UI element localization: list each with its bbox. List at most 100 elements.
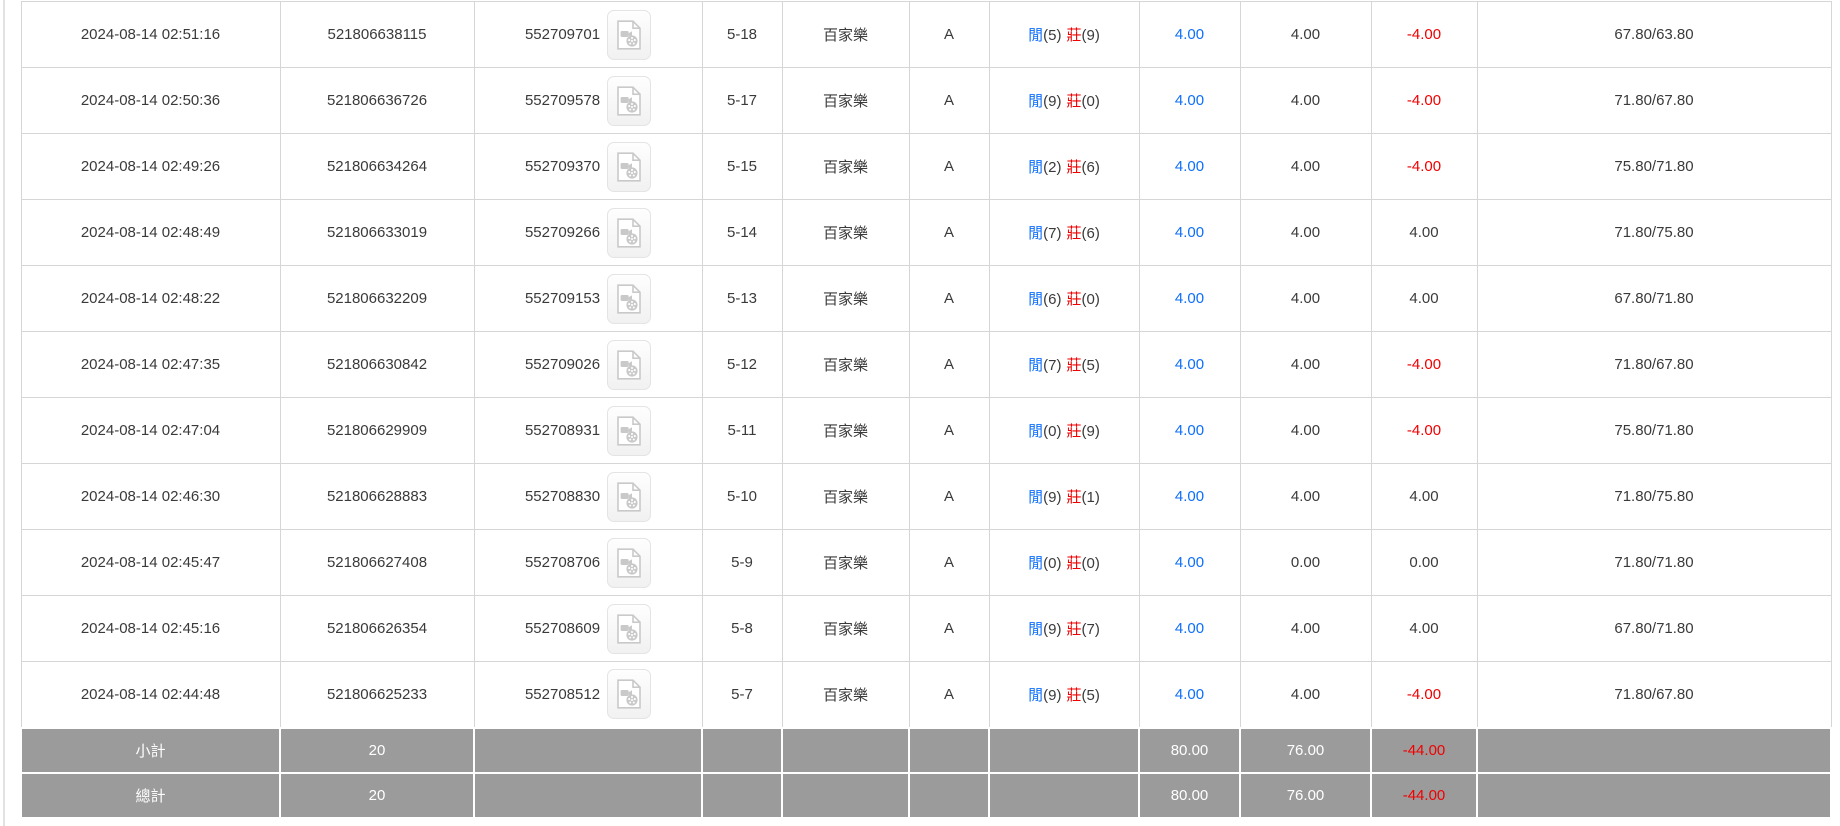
bet-amount-link[interactable]: 4.00 <box>1174 224 1205 241</box>
table-round: 5-18 <box>701 1 783 68</box>
bet-amount-link[interactable]: 4.00 <box>1174 620 1205 637</box>
round-id-cell: 552708609 <box>473 595 703 662</box>
round-id: 552709153 <box>524 290 601 307</box>
banker-score: (0) <box>1081 291 1100 308</box>
banker-label: 莊 <box>1066 423 1082 440</box>
video-replay-button[interactable] <box>607 207 652 258</box>
bet-amount-link[interactable]: 4.00 <box>1174 356 1205 373</box>
bet-time: 2024-08-14 02:45:16 <box>20 595 281 662</box>
video-replay-button[interactable] <box>607 339 652 390</box>
win-loss: -4.00 <box>1370 661 1478 728</box>
bet-amount-cell: 4.00 <box>1138 67 1241 134</box>
banker-label: 莊 <box>1066 159 1082 176</box>
total-empty-cell <box>988 771 1140 819</box>
win-loss: 0.00 <box>1370 529 1478 596</box>
bet-amount-link[interactable]: 4.00 <box>1174 422 1205 439</box>
bet-amount-link[interactable]: 4.00 <box>1174 554 1205 571</box>
total-win-loss: -44.00 <box>1370 771 1478 819</box>
video-file-icon <box>617 415 641 446</box>
table-round: 5-8 <box>701 595 783 662</box>
banker-label: 莊 <box>1066 686 1082 704</box>
table-round: 5-10 <box>701 463 783 530</box>
round-id: 552708609 <box>524 620 601 637</box>
subtotal-valid-amount: 76.00 <box>1239 726 1372 774</box>
video-file-icon <box>617 547 641 578</box>
valid-amount: 4.00 <box>1239 397 1372 464</box>
round-id-cell: 552708830 <box>473 463 703 530</box>
round-id: 552709578 <box>524 92 601 109</box>
game-result: 閒(0) 莊(9) <box>988 397 1140 464</box>
game-result: 閒(9) 莊(7) <box>988 595 1140 662</box>
banker-score: (9) <box>1081 423 1100 440</box>
bet-amount-link[interactable]: 4.00 <box>1174 290 1205 307</box>
shoe-label: A <box>908 397 990 464</box>
banker-label: 莊 <box>1066 489 1082 506</box>
bet-amount-link[interactable]: 4.00 <box>1174 685 1205 703</box>
game-result: 閒(9) 莊(5) <box>988 661 1140 728</box>
bet-amount-link[interactable]: 4.00 <box>1174 488 1205 505</box>
bet-time: 2024-08-14 02:48:49 <box>20 199 281 266</box>
balance: 71.80/75.80 <box>1476 199 1832 266</box>
bet-record-row: 2024-08-14 02:49:26 521806634264 5527093… <box>20 133 1832 200</box>
win-loss: 4.00 <box>1370 265 1478 332</box>
table-round: 5-7 <box>701 661 783 728</box>
video-replay-button[interactable] <box>607 471 652 522</box>
video-replay-button[interactable] <box>607 75 652 126</box>
win-loss: 4.00 <box>1370 199 1478 266</box>
player-score: (6) <box>1043 291 1062 308</box>
bet-amount-cell: 4.00 <box>1138 463 1241 530</box>
bet-record-row: 2024-08-14 02:45:47 521806627408 5527087… <box>20 529 1832 596</box>
round-id: 552708830 <box>524 488 601 505</box>
video-replay-button[interactable] <box>607 273 652 324</box>
round-id-cell: 552708512 <box>473 661 703 728</box>
video-replay-button[interactable] <box>607 405 652 456</box>
round-id-cell: 552708931 <box>473 397 703 464</box>
video-replay-button[interactable] <box>607 603 652 654</box>
total-bet-amount: 80.00 <box>1138 771 1241 819</box>
game-type: 百家樂 <box>781 1 910 68</box>
total-empty-cell <box>701 771 783 819</box>
video-replay-button[interactable] <box>607 537 652 588</box>
bet-time: 2024-08-14 02:45:47 <box>20 529 281 596</box>
bet-record-row: 2024-08-14 02:51:16 521806638115 5527097… <box>20 1 1832 68</box>
subtotal-empty-cell <box>473 726 703 774</box>
subtotal-count: 20 <box>279 726 475 774</box>
bet-amount-link[interactable]: 4.00 <box>1174 158 1205 175</box>
round-id: 552708512 <box>524 685 601 703</box>
subtotal-empty-cell <box>701 726 783 774</box>
shoe-label: A <box>908 133 990 200</box>
player-score: (7) <box>1043 357 1062 374</box>
round-id-cell: 552709370 <box>473 133 703 200</box>
game-result: 閒(7) 莊(6) <box>988 199 1140 266</box>
video-replay-button[interactable] <box>607 9 652 60</box>
balance: 71.80/67.80 <box>1476 67 1832 134</box>
balance: 71.80/67.80 <box>1476 661 1832 728</box>
round-id-cell: 552709266 <box>473 199 703 266</box>
video-replay-button[interactable] <box>607 141 652 192</box>
round-id-cell: 552709026 <box>473 331 703 398</box>
banker-label: 莊 <box>1066 621 1082 638</box>
player-label: 閒 <box>1028 555 1044 572</box>
total-empty-cell <box>781 771 910 819</box>
bet-time: 2024-08-14 02:51:16 <box>20 1 281 68</box>
bet-amount-link[interactable]: 4.00 <box>1174 92 1205 109</box>
bet-amount-cell: 4.00 <box>1138 661 1241 728</box>
bet-id: 521806627408 <box>279 529 475 596</box>
video-replay-button[interactable] <box>607 669 652 720</box>
win-loss: 4.00 <box>1370 595 1478 662</box>
banker-score: (6) <box>1081 225 1100 242</box>
balance: 67.80/71.80 <box>1476 595 1832 662</box>
banker-score: (0) <box>1081 555 1100 572</box>
bet-id: 521806632209 <box>279 265 475 332</box>
game-type: 百家樂 <box>781 463 910 530</box>
round-id: 552708706 <box>524 554 601 571</box>
video-file-icon <box>617 679 641 709</box>
player-score: (0) <box>1043 423 1062 440</box>
player-score: (5) <box>1043 27 1062 44</box>
video-file-icon <box>617 85 641 116</box>
bet-amount-link[interactable]: 4.00 <box>1174 26 1205 43</box>
player-label: 閒 <box>1028 27 1044 44</box>
bet-id: 521806633019 <box>279 199 475 266</box>
banker-score: (5) <box>1081 686 1100 704</box>
